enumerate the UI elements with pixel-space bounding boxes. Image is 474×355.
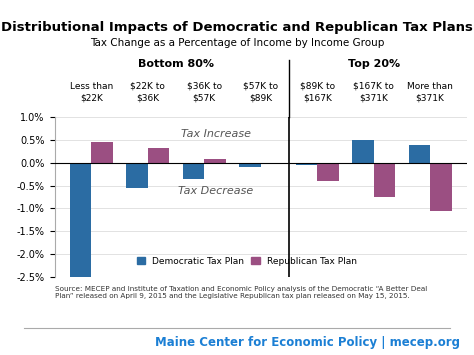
Bar bbox=[126, 163, 148, 188]
Bar bbox=[148, 148, 169, 163]
Bar bbox=[183, 163, 204, 179]
Bar bbox=[70, 163, 91, 277]
Text: $371K: $371K bbox=[359, 94, 388, 103]
Bar bbox=[261, 163, 282, 164]
Text: $22K: $22K bbox=[80, 94, 103, 103]
Text: $36K to: $36K to bbox=[187, 82, 222, 91]
Text: Maine Center for Economic Policy | mecep.org: Maine Center for Economic Policy | mecep… bbox=[155, 336, 460, 349]
Text: Top 20%: Top 20% bbox=[347, 59, 400, 69]
Text: Tax Change as a Percentage of Income by Income Group: Tax Change as a Percentage of Income by … bbox=[90, 38, 384, 48]
Text: Source: MECEP and Institute of Taxation and Economic Policy analysis of the Demo: Source: MECEP and Institute of Taxation … bbox=[55, 286, 427, 299]
Text: $371K: $371K bbox=[416, 94, 445, 103]
Bar bbox=[430, 163, 452, 211]
Bar bbox=[91, 142, 113, 163]
Text: Less than: Less than bbox=[70, 82, 113, 91]
Text: $167K to: $167K to bbox=[353, 82, 394, 91]
Text: $89K: $89K bbox=[249, 94, 272, 103]
Text: Tax Decrease: Tax Decrease bbox=[178, 186, 253, 196]
Text: $167K: $167K bbox=[303, 94, 332, 103]
Bar bbox=[296, 163, 317, 165]
Bar bbox=[317, 163, 338, 181]
Bar bbox=[204, 159, 226, 163]
Bar bbox=[409, 144, 430, 163]
Bar bbox=[239, 163, 261, 167]
Text: $22K to: $22K to bbox=[130, 82, 165, 91]
Text: $89K to: $89K to bbox=[300, 82, 335, 91]
Legend: Democratic Tax Plan, Republican Tax Plan: Democratic Tax Plan, Republican Tax Plan bbox=[133, 253, 360, 269]
Text: $57K: $57K bbox=[192, 94, 216, 103]
Text: $57K to: $57K to bbox=[243, 82, 278, 91]
Bar bbox=[352, 140, 374, 163]
Text: Bottom 80%: Bottom 80% bbox=[138, 59, 214, 69]
Text: Distributional Impacts of Democratic and Republican Tax Plans: Distributional Impacts of Democratic and… bbox=[1, 21, 473, 34]
Bar bbox=[374, 163, 395, 197]
Text: More than: More than bbox=[407, 82, 453, 91]
Text: $36K: $36K bbox=[136, 94, 159, 103]
Text: Tax Increase: Tax Increase bbox=[181, 130, 250, 140]
